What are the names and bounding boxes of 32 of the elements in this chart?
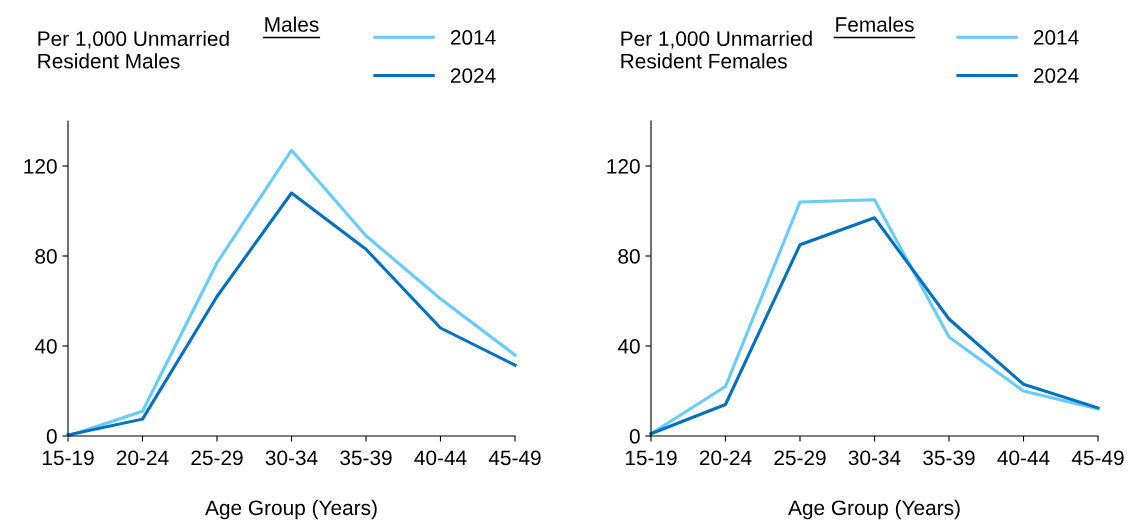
y-tick-label: 120 bbox=[24, 159, 57, 174]
y-tick-label: 40 bbox=[617, 339, 640, 354]
y-tick-label: 80 bbox=[618, 249, 640, 264]
x-tick-label: 20-24 bbox=[116, 450, 169, 466]
y-tick-label: 120 bbox=[607, 159, 640, 174]
x-tick-label: 45-49 bbox=[1071, 450, 1124, 466]
y-axis-title: Per 1,000 Unmarried Resident Males bbox=[38, 30, 229, 69]
y-tick-label: 0 bbox=[46, 429, 57, 444]
x-tick-label: 35-39 bbox=[340, 450, 392, 466]
legend-label: 2014 bbox=[450, 30, 496, 45]
x-tick-label: 15-19 bbox=[625, 450, 677, 466]
legend-label: 2024 bbox=[450, 68, 496, 83]
x-tick-label: 40-44 bbox=[997, 450, 1050, 466]
chart-title: Males bbox=[265, 16, 319, 32]
x-tick-label: 35-39 bbox=[923, 450, 975, 466]
x-tick-label: 45-49 bbox=[488, 450, 541, 466]
x-tick-label: 15-19 bbox=[42, 450, 94, 466]
x-tick-label: 30-34 bbox=[848, 450, 901, 466]
x-tick-label: 25-29 bbox=[191, 450, 243, 466]
x-tick-label: 30-34 bbox=[265, 450, 318, 466]
x-tick-label: 20-24 bbox=[699, 450, 752, 466]
y-axis-title: Per 1,000 Unmarried Resident Females bbox=[621, 30, 812, 69]
x-tick-label: 25-29 bbox=[774, 450, 826, 466]
y-tick-label: 40 bbox=[34, 339, 57, 354]
y-tick-label: 0 bbox=[629, 429, 640, 444]
chart-title: Females bbox=[836, 16, 914, 32]
y-tick-label: 80 bbox=[35, 249, 57, 264]
legend-label: 2014 bbox=[1033, 30, 1079, 45]
x-tick-label: 40-44 bbox=[414, 450, 467, 466]
x-axis-title: Age Group (Years) bbox=[788, 499, 960, 520]
x-axis-title: Age Group (Years) bbox=[205, 499, 377, 520]
legend-label: 2024 bbox=[1033, 68, 1079, 83]
